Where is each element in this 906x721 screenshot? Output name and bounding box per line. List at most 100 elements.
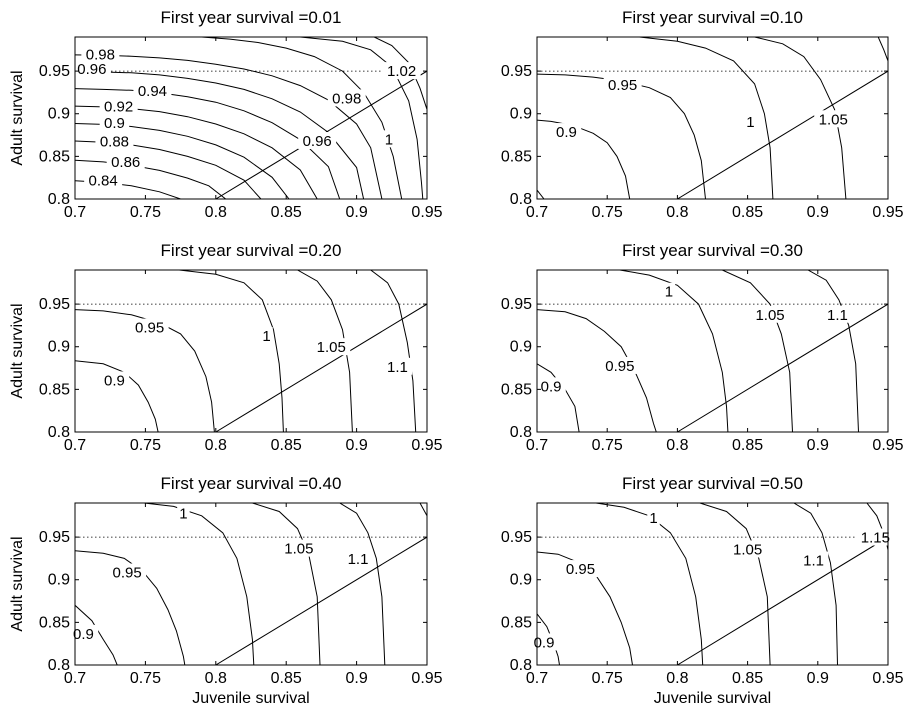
y-tick-label: 0.8 [48,191,70,208]
contour-line [537,189,545,199]
x-tick-label: 0.75 [130,437,161,454]
contour-label: 0.9 [534,634,555,651]
contour-line [639,37,774,199]
panel-title: First year survival =0.30 [622,241,803,260]
y-axis-label: Adult survival [9,70,26,165]
contour-line [75,54,383,199]
contour-label: 1.05 [755,307,784,324]
x-tick-label: 0.85 [271,437,302,454]
contour-line [75,360,159,432]
contour-label: 1.05 [819,111,848,128]
x-tick-label: 0.75 [592,670,623,687]
x-tick-label: 0.95 [411,204,442,221]
contour-line [297,270,353,432]
contour-label-gap [822,305,853,323]
contour-label: 0.96 [303,133,332,150]
x-tick-label: 0.85 [732,204,763,221]
x-tick-label: 0.85 [732,437,763,454]
contour-label: 0.95 [112,564,141,581]
contour-label: 1 [665,284,673,301]
contour-label-gap [856,528,895,546]
x-tick-label: 0.7 [526,437,548,454]
contour-label: 0.95 [608,77,637,94]
y-tick-label: 0.95 [39,529,70,546]
y-tick-label: 0.95 [39,296,70,313]
panel-title: First year survival =0.01 [161,8,342,27]
y-tick-label: 0.85 [501,148,532,165]
x-tick-label: 0.8 [205,670,227,687]
contour-line [75,159,227,199]
contour-label: 0.96 [77,61,106,78]
contour-label-gap [536,377,566,395]
axes-frame [74,269,428,433]
contour-line [300,37,424,199]
x-tick-label: 0.8 [666,670,688,687]
x-tick-label: 0.95 [872,204,903,221]
contour-label: 1.1 [827,307,848,324]
panel-1: First year survival =0.010.840.860.880.9… [9,8,443,221]
x-tick-label: 0.9 [345,204,367,221]
y-tick-label: 0.8 [510,657,532,674]
panel-title: First year survival =0.20 [161,241,342,260]
contour-line [537,309,657,432]
contour-line [252,503,321,665]
contour-label: 1.15 [861,530,890,547]
contour-label: 0.92 [104,98,133,115]
contour-label-gap [130,318,169,336]
contour-line [201,37,403,199]
panel-2: First year survival =0.10 0.9 0.95 1 1.05 0.7… [501,8,904,221]
plot-area [75,270,427,432]
x-tick-label: 0.9 [807,670,829,687]
panel-title: First year survival =0.40 [161,474,342,493]
contour-label-gap [603,76,642,94]
plot-area [537,270,888,432]
contour-label: 1 [746,114,754,131]
contour-label: 1.05 [733,541,762,558]
y-tick-label: 0.95 [501,63,532,80]
contour-line [619,270,729,432]
x-tick-label: 0.95 [411,670,442,687]
contour-label: 1.1 [348,551,369,568]
contour-label-gap [312,338,351,356]
contour-label-gap [99,114,130,132]
contour-line [537,551,633,665]
x-tick-label: 0.75 [592,204,623,221]
contour-label: 1 [262,328,270,345]
axes-frame [536,269,889,433]
diagonal-line [215,303,427,432]
x-tick-label: 0.7 [64,437,86,454]
contour-label-gap [133,82,172,100]
contour-label-gap [108,563,147,581]
contour-line [537,119,631,199]
y-tick-label: 0.9 [510,572,532,589]
axes-frame [536,36,889,200]
y-tick-label: 0.8 [510,424,532,441]
y-axis-label: Adult survival [9,536,26,631]
x-tick-label: 0.85 [732,670,763,687]
y-tick-label: 0.85 [501,614,532,631]
x-axis-label: Juvenile survival [654,690,771,707]
contour-line [419,503,427,517]
contour-label: 0.95 [566,561,595,578]
x-tick-label: 0.9 [807,437,829,454]
x-tick-label: 0.85 [271,670,302,687]
contour-line [143,503,255,665]
contour-label: 1.02 [387,63,416,80]
contour-label: 1 [385,131,393,148]
contour-label: 0.95 [135,320,164,337]
contour-label: 1.05 [317,339,346,356]
x-tick-label: 0.9 [807,204,829,221]
axes-frame [74,502,428,666]
contour-label-gap [600,356,639,374]
x-tick-label: 0.7 [526,204,548,221]
y-tick-label: 0.8 [510,191,532,208]
x-tick-label: 0.7 [526,670,548,687]
contour-label-gap [99,97,138,115]
panel-title: First year survival =0.50 [622,474,803,493]
x-axis-label: Juvenile survival [192,690,309,707]
contour-label-gap [84,171,123,189]
diagonal-line [677,70,888,199]
contour-line [75,550,186,665]
contour-label: 0.9 [104,372,125,389]
